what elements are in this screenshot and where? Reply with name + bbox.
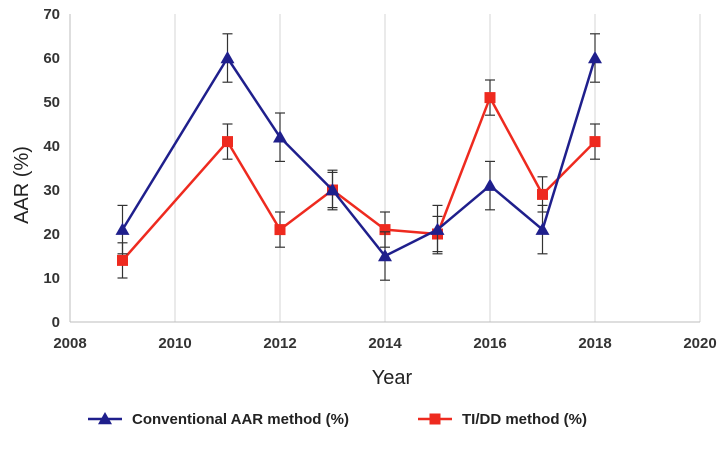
series-conventional [115,33,602,281]
data-point [222,136,233,148]
legend-label: Conventional AAR method (%) [132,411,349,428]
x-tick-label-2016: 2016 [473,335,506,352]
series-line [121,56,597,258]
y-tick-label-0: 0 [52,314,60,331]
data-point [589,136,601,148]
y-tick-label-50: 50 [43,94,60,111]
x-tick-label-2012: 2012 [263,335,296,352]
x-tick-label-2020: 2020 [683,335,716,352]
y-tick-label-60: 60 [43,50,60,67]
y-tick-label-40: 40 [43,138,60,155]
data-point [588,51,602,64]
series-line [121,96,596,262]
data-point [430,222,445,235]
legend-item-ti-dd: TI/DD method (%) [418,411,587,428]
series [115,33,602,281]
data-point [220,51,235,64]
y-tick-label-10: 10 [43,270,60,287]
legend-marker [429,413,441,425]
data-point [274,224,286,236]
y-tick-labels: 0 10 20 30 40 50 60 70 [43,6,60,331]
data-point [484,92,496,104]
legend-item-conventional: Conventional AAR method (%) [88,411,349,428]
x-tick-labels: 2008 2010 2012 2014 2016 2018 2020 [53,335,716,352]
data-point [325,183,340,196]
data-point [115,222,130,235]
y-tick-label-30: 30 [43,182,60,199]
x-axis-title: Year [372,367,413,389]
series-ti-dd [117,79,601,279]
data-point [378,249,392,262]
data-point [537,188,548,200]
x-tick-label-2018: 2018 [578,335,611,352]
axes [69,14,700,323]
data-point [273,130,287,143]
data-point [483,178,497,191]
legend: Conventional AAR method (%) TI/DD method … [88,411,587,428]
data-point [117,254,128,266]
grid [174,14,701,322]
x-tick-label-2014: 2014 [368,335,402,352]
y-axis-title: AAR (%) [11,146,33,224]
y-tick-label-20: 20 [43,226,60,243]
data-point [535,222,550,235]
data-point [379,224,391,236]
x-tick-label-2008: 2008 [53,335,86,352]
y-tick-label-70: 70 [43,6,60,23]
legend-label: TI/DD method (%) [462,411,587,428]
x-tick-label-2010: 2010 [158,335,191,352]
legend-marker [98,412,112,425]
